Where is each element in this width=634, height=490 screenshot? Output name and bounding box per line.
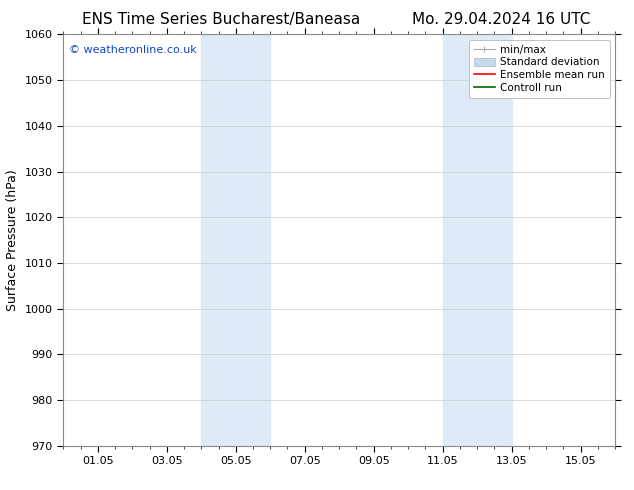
- Legend: min/max, Standard deviation, Ensemble mean run, Controll run: min/max, Standard deviation, Ensemble me…: [469, 40, 610, 98]
- Bar: [202, 34, 270, 446]
- Text: © weatheronline.co.uk: © weatheronline.co.uk: [69, 45, 197, 54]
- Y-axis label: Surface Pressure (hPa): Surface Pressure (hPa): [6, 169, 19, 311]
- Text: Mo. 29.04.2024 16 UTC: Mo. 29.04.2024 16 UTC: [412, 12, 590, 27]
- Bar: [443, 34, 512, 446]
- Text: ENS Time Series Bucharest/Baneasa: ENS Time Series Bucharest/Baneasa: [82, 12, 361, 27]
